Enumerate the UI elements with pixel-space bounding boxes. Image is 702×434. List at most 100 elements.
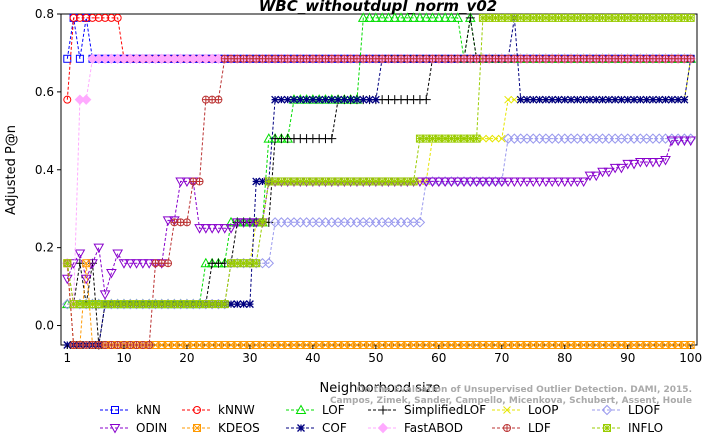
point-cof xyxy=(636,95,645,104)
point-cof xyxy=(296,95,305,104)
point-odin xyxy=(527,177,539,187)
point-odin xyxy=(131,259,142,269)
point-cof xyxy=(340,95,349,104)
point-odin xyxy=(439,177,451,187)
legend-label: LOF xyxy=(322,403,345,417)
point-odin xyxy=(546,177,558,187)
point-odin xyxy=(124,259,136,269)
point-odin xyxy=(213,224,224,234)
chart-title: WBC_withoutdupl_norm_v02 xyxy=(259,0,497,15)
legend-item-knnw: kNNW xyxy=(182,403,255,417)
point-cof xyxy=(252,177,261,186)
point-simplifiedlof xyxy=(465,13,475,23)
point-knnw xyxy=(94,13,103,22)
point-inflo xyxy=(472,134,481,143)
point-odin xyxy=(565,177,577,187)
point-cof xyxy=(516,95,525,104)
legend-item-cof: COF xyxy=(286,421,347,434)
point-inflo xyxy=(63,259,72,268)
y-tick-label: 0.0 xyxy=(35,319,54,333)
point-odin xyxy=(653,157,665,168)
point-odin xyxy=(200,224,212,234)
point-inflo xyxy=(258,218,267,227)
point-cof xyxy=(529,95,538,104)
point-odin xyxy=(666,136,678,147)
point-cof xyxy=(573,95,582,104)
legend-item-ldf: LDF xyxy=(492,421,551,434)
point-knnw xyxy=(113,13,122,22)
point-ldf xyxy=(182,218,191,227)
point-odin xyxy=(452,177,464,187)
point-inflo xyxy=(252,259,261,268)
legend-label: kNN xyxy=(136,403,161,417)
x-tick-label: 60 xyxy=(431,351,446,365)
point-cof xyxy=(233,300,242,309)
point-inflo xyxy=(686,13,695,22)
point-ldf xyxy=(195,177,204,186)
point-lof xyxy=(433,12,445,22)
point-odin xyxy=(458,177,470,187)
legend-marker xyxy=(601,404,613,416)
y-axis-label: Adjusted P@n xyxy=(4,125,19,215)
point-odin xyxy=(641,157,652,168)
point-odin xyxy=(219,224,231,234)
point-simplifiedlof xyxy=(327,134,337,144)
point-cof xyxy=(648,95,657,104)
point-odin xyxy=(647,157,659,168)
point-odin xyxy=(477,177,489,187)
legend-marker xyxy=(111,406,119,414)
point-cof xyxy=(554,95,563,104)
point-cof xyxy=(359,95,368,104)
point-cof xyxy=(327,95,336,104)
x-tick-label: 50 xyxy=(368,351,383,365)
legend-marker xyxy=(503,424,511,432)
point-odin xyxy=(225,224,237,234)
point-lof xyxy=(364,12,375,22)
point-odin xyxy=(597,167,608,178)
point-odin xyxy=(181,177,193,187)
axes-layer: 1 10 20 30 40 50 60 70 80 90 100 0.0 0.2 0.4 0.6 0.8 xyxy=(35,7,702,365)
point-ldf xyxy=(164,259,173,268)
watermark-line-1: On the Evaluation of Unsupervised Outlie… xyxy=(357,385,692,395)
point-cof xyxy=(271,95,280,104)
legend-item-odin: ODIN xyxy=(100,421,167,434)
point-cof xyxy=(346,95,355,104)
point-cof xyxy=(617,95,626,104)
legend-label: SimplifiedLOF xyxy=(404,403,486,417)
point-cof xyxy=(365,95,374,104)
legend-marker xyxy=(297,424,305,432)
point-cof xyxy=(548,95,557,104)
point-odin xyxy=(672,136,684,147)
point-odin xyxy=(559,177,571,187)
point-odin xyxy=(446,177,457,187)
point-odin xyxy=(660,156,671,166)
point-odin xyxy=(464,177,476,187)
point-odin xyxy=(584,171,596,182)
legend-marker xyxy=(109,424,121,434)
point-cof xyxy=(258,177,267,186)
point-cof xyxy=(592,95,601,104)
point-odin xyxy=(609,163,621,174)
point-odin xyxy=(502,177,514,187)
legend-label: LDOF xyxy=(628,403,660,417)
point-lof xyxy=(427,12,438,22)
point-odin xyxy=(244,218,256,228)
point-cof xyxy=(302,95,311,104)
legend-item-loop: LoOP xyxy=(492,403,559,417)
point-lof xyxy=(395,12,407,22)
point-odin xyxy=(231,218,243,228)
point-odin xyxy=(616,163,627,174)
x-tick-label: 40 xyxy=(305,351,320,365)
point-cof xyxy=(661,95,670,104)
series-line-knn xyxy=(66,17,691,60)
point-inflo xyxy=(409,177,418,186)
point-odin xyxy=(578,177,590,187)
legend-marker xyxy=(503,406,511,414)
point-cof xyxy=(674,95,683,104)
point-lof xyxy=(383,12,394,22)
point-cof xyxy=(655,95,664,104)
point-knnw xyxy=(101,13,110,22)
point-cof xyxy=(585,95,594,104)
x-tick-label: 10 xyxy=(116,351,131,365)
point-inflo xyxy=(220,300,229,309)
